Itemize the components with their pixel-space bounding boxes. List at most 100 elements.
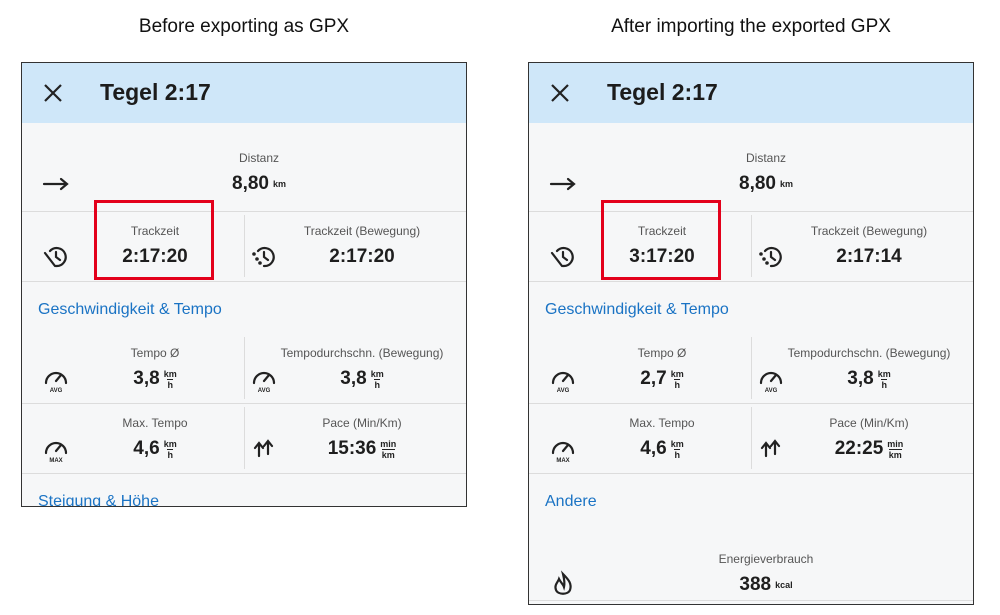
divider	[751, 407, 752, 469]
value-number: 8,80	[739, 173, 776, 194]
stat-value: 4,6 km h	[562, 436, 762, 462]
value-unit: km h	[164, 369, 177, 390]
value-number: 2,7	[640, 368, 667, 389]
stat-row: Distanz 8,80 km	[529, 124, 973, 212]
highlight-box	[94, 200, 214, 280]
value-number: 388	[739, 574, 772, 595]
icon-gauge: AVG	[551, 371, 575, 394]
stat-label: Pace (Min/Km)	[322, 416, 402, 430]
stat-label: Trackzeit	[637, 224, 687, 238]
value-number: 2:17:14	[836, 246, 902, 267]
stat-label: Pace (Min/Km)	[829, 416, 909, 430]
value-number: 3,8	[133, 368, 160, 389]
value-unit: km h	[164, 439, 177, 460]
unit-numerator: kcal	[775, 580, 793, 590]
stat-row: MAX Max. Tempo 4,6 km h Pace (Min/Km) 15:36 min…	[22, 403, 466, 474]
close-button[interactable]	[42, 82, 64, 104]
section-title: Steigung & Höhe	[38, 493, 159, 507]
unit-numerator: km	[163, 368, 177, 379]
value-unit: km h	[671, 439, 684, 460]
stat-value: 3,8 km h	[55, 366, 255, 392]
highlight-box	[601, 200, 721, 280]
icon-gauge: AVG	[759, 371, 783, 394]
panel-title: Tegel 2:17	[100, 79, 211, 105]
unit-numerator: km	[670, 438, 684, 449]
icon-pace	[253, 439, 274, 458]
divider	[244, 215, 245, 277]
stat-value: 2:17:14	[769, 244, 969, 270]
value-number: 15:36	[327, 438, 377, 459]
caption: After importing the exported GPX	[611, 16, 891, 37]
section-title: Geschwindigkeit & Tempo	[545, 301, 729, 318]
section-row: Steigung & Höhe	[22, 473, 466, 507]
close-button[interactable]	[549, 82, 571, 104]
stat-value: 2,7 km h	[562, 366, 762, 392]
stat-value: 3:17:20	[562, 244, 762, 270]
icon-clock	[550, 246, 574, 268]
stat-row: AVG Tempo Ø 3,8 km h AVG Tempodurchschn. (Bewe…	[22, 333, 466, 404]
section-row: Geschwindigkeit & Tempo	[22, 281, 466, 333]
icon-clock	[43, 246, 67, 268]
value-unit: km	[273, 179, 286, 189]
section-title: Andere	[545, 493, 597, 510]
unit-numerator: km	[370, 368, 384, 379]
icon-badge: AVG	[258, 388, 271, 394]
stat-value: 3,8 km h	[769, 366, 969, 392]
stat-value: 2:17:20	[262, 244, 462, 270]
stat-label: Trackzeit (Bewegung)	[810, 224, 928, 238]
icon-badge: MAX	[49, 458, 62, 464]
panel-title: Tegel 2:17	[607, 79, 718, 105]
value-number: 22:25	[834, 438, 884, 459]
stat-row: Distanz 8,80 km	[22, 124, 466, 212]
unit-numerator: min	[380, 438, 397, 449]
stat-label: Distanz	[745, 151, 786, 165]
value-number: 3,8	[847, 368, 874, 389]
unit-denominator: h	[167, 448, 173, 460]
icon-badge: MAX	[556, 458, 569, 464]
value-number: 4,6	[133, 438, 160, 459]
stat-value: 8,80 km	[666, 171, 866, 197]
stat-label: Max. Tempo	[629, 416, 695, 430]
stat-label: Energieverbrauch	[718, 552, 814, 566]
icon-gauge: MAX	[551, 441, 575, 464]
section-title: Geschwindigkeit & Tempo	[38, 301, 222, 318]
app-panel: Tegel 2:17 Distanz 8,80 km Trackzeit 3:17:20 T…	[528, 62, 974, 605]
section-row: Andere	[529, 473, 973, 525]
divider	[751, 337, 752, 399]
icon-gauge: AVG	[44, 371, 68, 394]
stat-value: 2:17:20	[55, 244, 255, 270]
stat-label: Max. Tempo	[122, 416, 188, 430]
stat-label: Tempodurchschn. (Bewegung)	[787, 346, 951, 360]
value-number: 4,6	[640, 438, 667, 459]
icon-badge: AVG	[557, 388, 570, 394]
stat-value: 3,8 km h	[262, 366, 462, 392]
value-number: 3:17:20	[629, 246, 695, 267]
icon-arrow	[549, 177, 576, 191]
unit-denominator: h	[674, 378, 680, 390]
stat-value: 15:36 min km	[262, 436, 462, 462]
icon-pace	[760, 439, 781, 458]
unit-denominator: h	[167, 378, 173, 390]
value-unit: kcal	[775, 580, 793, 590]
stat-label: Trackzeit	[130, 224, 180, 238]
icon-gauge: AVG	[252, 371, 276, 394]
icon-flame	[554, 570, 572, 595]
icon-gauge: MAX	[44, 441, 68, 464]
divider	[244, 337, 245, 399]
value-unit: min km	[380, 439, 396, 460]
caption: Before exporting as GPX	[138, 16, 350, 37]
value-unit: km h	[878, 369, 891, 390]
divider	[751, 215, 752, 277]
unit-numerator: km	[670, 368, 684, 379]
stat-value: 22:25 min km	[769, 436, 969, 462]
section-row: Geschwindigkeit & Tempo	[529, 281, 973, 333]
stat-row: Trackzeit 3:17:20 Trackzeit (Bewegung) 2:17…	[529, 200, 973, 282]
divider	[244, 407, 245, 469]
unit-numerator: km	[272, 179, 286, 189]
unit-denominator: h	[674, 448, 680, 460]
stat-value: 388 kcal	[666, 572, 866, 598]
app-panel: Tegel 2:17 Distanz 8,80 km Trackzeit 2:17:20 T…	[21, 62, 467, 507]
stat-row: AVG Tempo Ø 2,7 km h AVG Tempodurchschn. (Bewe…	[529, 333, 973, 404]
icon-clockm	[252, 246, 275, 268]
